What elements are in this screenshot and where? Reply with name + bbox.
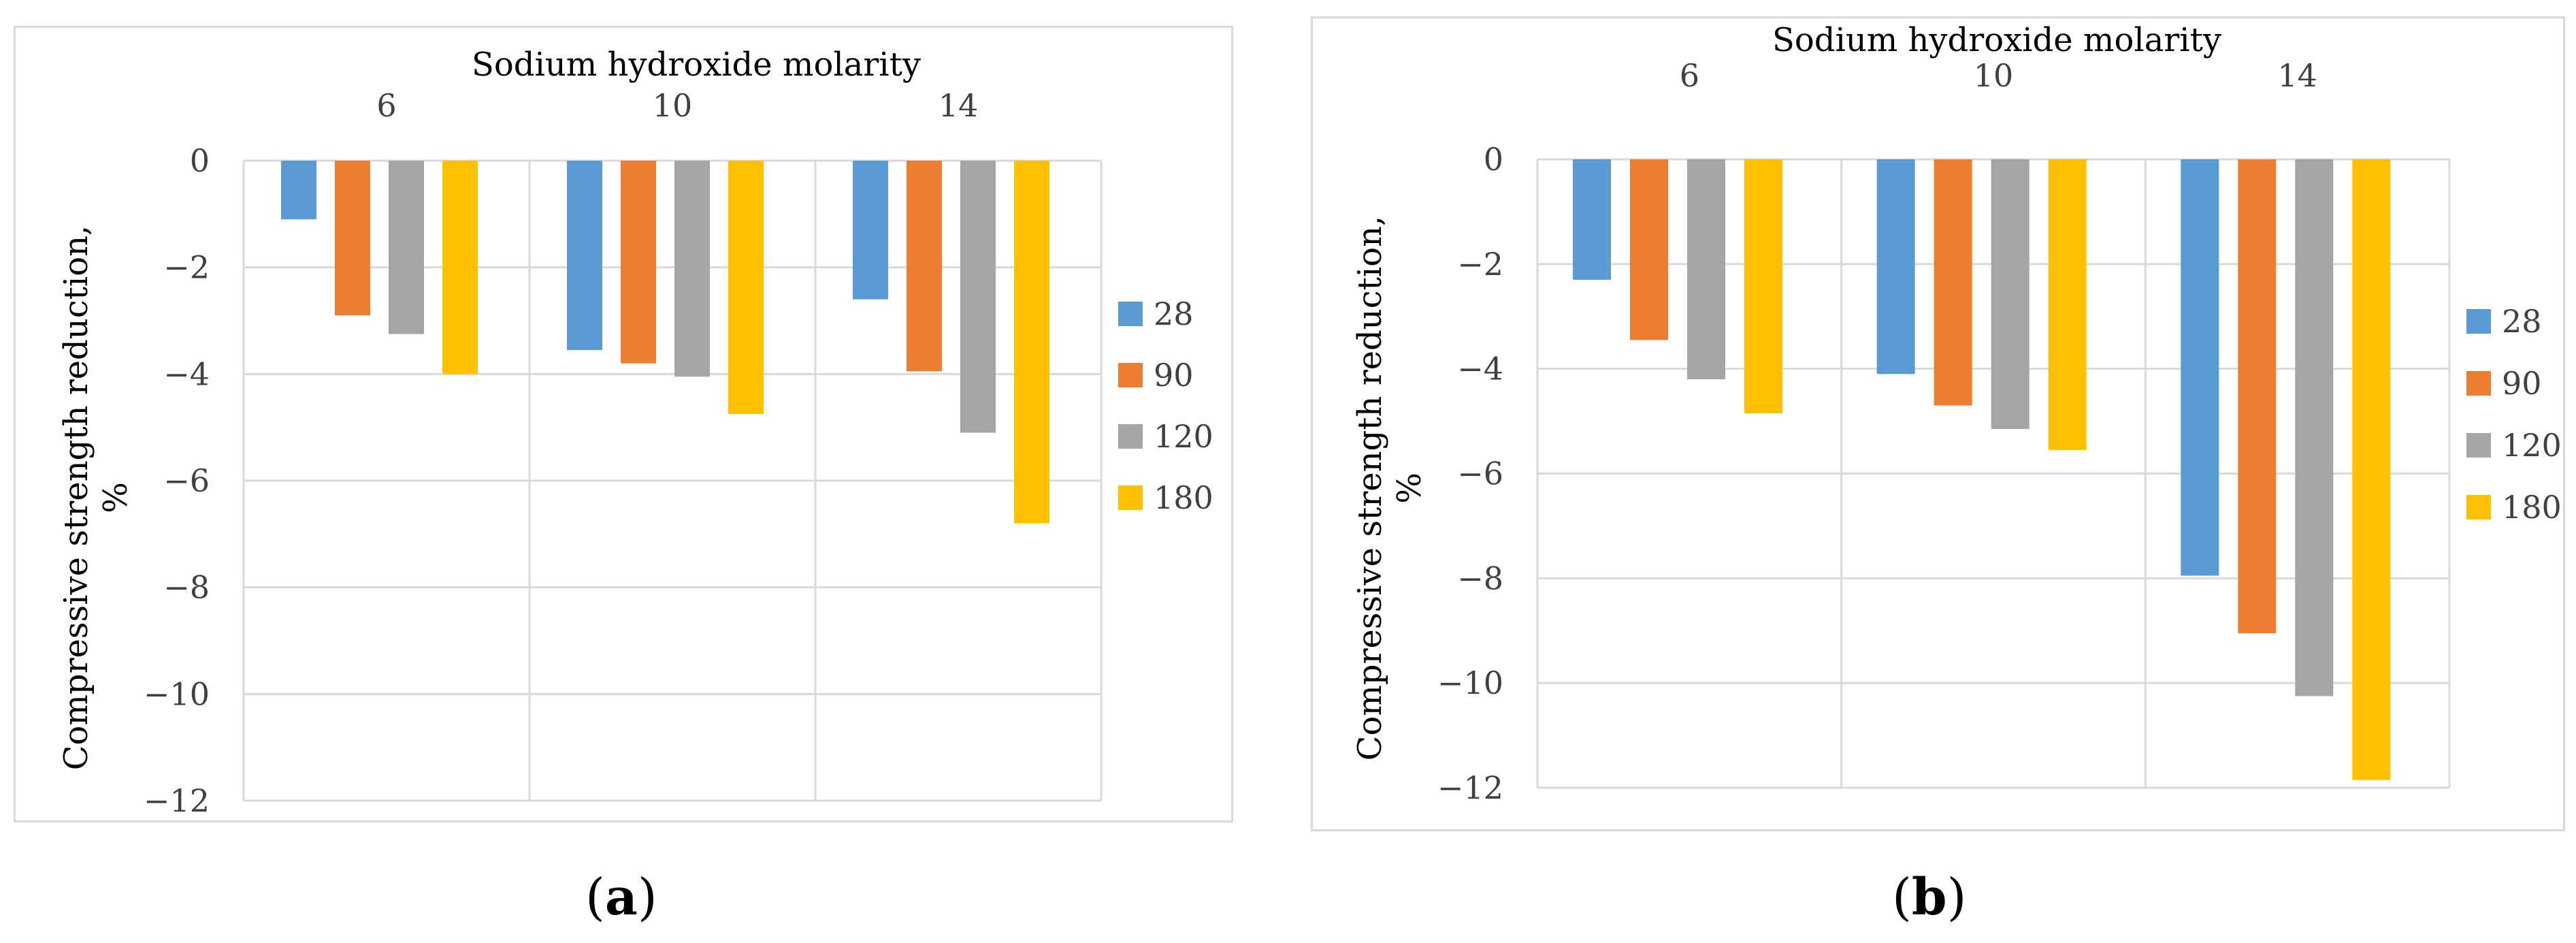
bar-90-cat-6 [1630, 159, 1668, 340]
bar-180-cat-14 [1014, 161, 1049, 524]
y-tick-label: 0 [1484, 141, 1503, 178]
y-tick-label: −10 [1437, 665, 1503, 701]
y-tick-label: −8 [163, 569, 210, 606]
bar-28-cat-14 [2181, 159, 2219, 576]
category-label: 10 [653, 87, 693, 124]
y-tick-label: −6 [163, 462, 210, 499]
bar-28-cat-10 [567, 161, 602, 351]
chart-panel-a: 0 −2 −4 −6 −8 −10 −12 6 10 14 Sodium hydroxide mol… [14, 26, 1233, 822]
chart-a-svg: 0 −2 −4 −6 −8 −10 −12 6 10 14 Sodium hydroxide mol… [57, 46, 1213, 819]
y-axis-label: Compressive strength reduction, [57, 225, 95, 771]
y-tick-label: −4 [1457, 351, 1503, 387]
bar-90-cat-10 [621, 161, 656, 364]
legend-swatch-120 [1118, 424, 1143, 449]
y-axis-label-unit: % [97, 482, 135, 513]
chart-title: Sodium hydroxide molarity [472, 46, 921, 84]
bar-120-cat-6 [1687, 159, 1725, 380]
bar-120-cat-6 [389, 161, 424, 334]
y-tick-label: −2 [163, 249, 210, 286]
legend-swatch-180 [2466, 495, 2491, 520]
category-label: 6 [1680, 57, 1699, 94]
bar-28-cat-10 [1876, 159, 1915, 374]
legend-label-180: 180 [2502, 489, 2562, 526]
legend-swatch-120 [2466, 433, 2491, 458]
category-label: 14 [2277, 57, 2317, 94]
bar-120-cat-10 [674, 161, 710, 377]
chart-panel-b: 0 −2 −4 −6 −8 −10 −12 6 10 14 Sodium hydroxide mol… [1311, 16, 2565, 831]
bar-90-cat-10 [1934, 159, 1972, 406]
bar-90-cat-6 [335, 161, 370, 316]
legend-label-120: 120 [2502, 427, 2562, 464]
legend-swatch-90 [1118, 363, 1143, 387]
category-label: 6 [376, 87, 396, 124]
category-label: 10 [1974, 57, 2014, 94]
legend-label-90: 90 [2502, 365, 2542, 402]
legend-swatch-28 [1118, 302, 1143, 326]
chart-title: Sodium hydroxide molarity [1772, 21, 2221, 59]
legend-swatch-180 [1118, 485, 1143, 510]
chart-b-svg: 0 −2 −4 −6 −8 −10 −12 6 10 14 Sodium hydroxide mol… [1351, 21, 2562, 806]
legend-label-28: 28 [2502, 303, 2542, 340]
bar-180-cat-14 [2352, 159, 2391, 780]
bar-28-cat-6 [1573, 159, 1611, 280]
bar-180-cat-10 [2048, 159, 2087, 450]
y-tick-label: −12 [1437, 769, 1503, 806]
legend-label-90: 90 [1154, 357, 1194, 394]
y-tick-label: −4 [163, 355, 210, 392]
legend-swatch-28 [2466, 309, 2491, 334]
legend-swatch-90 [2466, 371, 2491, 396]
bar-28-cat-6 [281, 161, 316, 220]
bar-180-cat-10 [728, 161, 764, 415]
bar-90-cat-14 [2238, 159, 2277, 634]
y-axis-label: Compressive strength reduction, [1351, 216, 1389, 761]
caption-a: (a) [585, 868, 657, 927]
bar-90-cat-14 [907, 161, 942, 372]
bar-180-cat-6 [1744, 159, 1782, 414]
legend-label-120: 120 [1154, 418, 1213, 455]
bar-120-cat-10 [1991, 159, 2029, 430]
y-axis-label-unit: % [1390, 473, 1429, 504]
y-tick-label: −8 [1457, 560, 1503, 596]
legend-label-28: 28 [1154, 295, 1194, 332]
y-tick-label: −10 [144, 675, 210, 712]
y-tick-label: −12 [144, 782, 210, 819]
y-tick-label: −6 [1457, 455, 1503, 492]
category-label: 14 [939, 87, 979, 124]
y-tick-label: −2 [1457, 246, 1503, 283]
bar-180-cat-6 [442, 161, 478, 374]
legend-label-180: 180 [1154, 479, 1213, 516]
bar-120-cat-14 [2295, 159, 2334, 697]
y-tick-label: 0 [190, 142, 210, 179]
bar-28-cat-14 [853, 161, 888, 300]
caption-b: (b) [1892, 868, 1967, 927]
bar-120-cat-14 [960, 161, 996, 433]
